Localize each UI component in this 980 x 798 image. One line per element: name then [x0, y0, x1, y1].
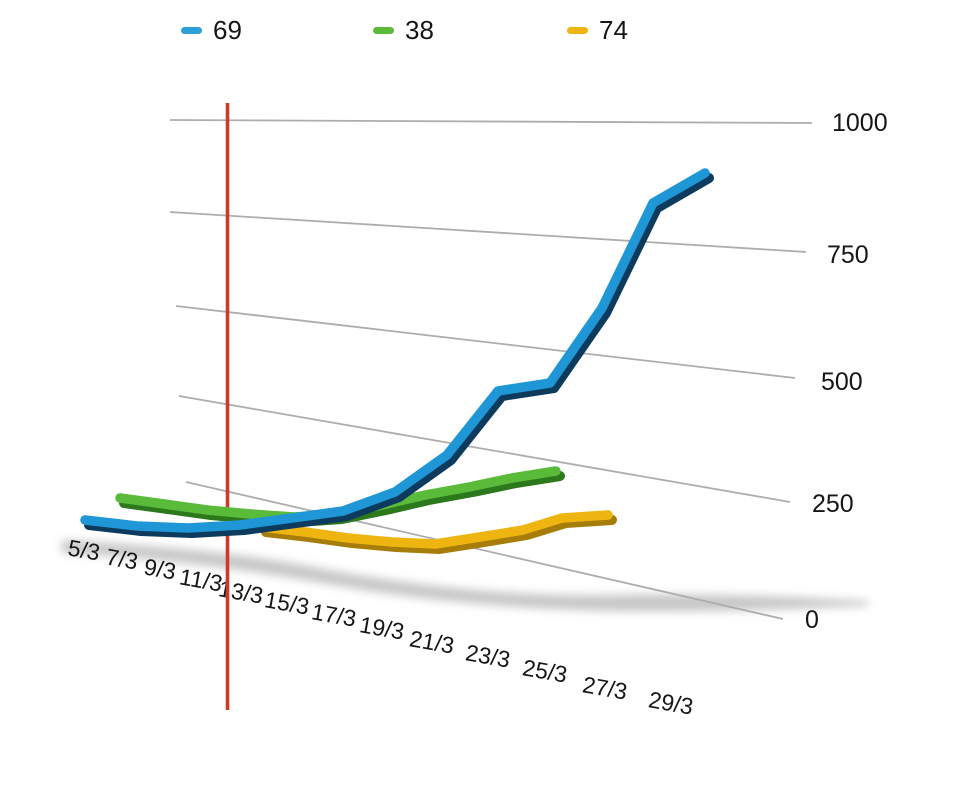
gridlines-group [169, 119, 813, 620]
series-line-69-extrusion [84, 173, 714, 538]
y-axis-label-0: 0 [805, 606, 819, 634]
x-axis-label-17/3: 17/3 [310, 598, 359, 631]
x-axis-label-27/3: 27/3 [581, 671, 630, 704]
x-axis-label-23/3: 23/3 [464, 639, 513, 672]
x-axis-label-19/3: 19/3 [358, 611, 407, 644]
legend-label: 38 [405, 15, 434, 45]
gridline-500 [175, 305, 796, 379]
legend-swatch-yellow-icon [567, 26, 588, 34]
x-axis-labels-group: 5/3 7/3 9/3 11/313/315/317/3 19/3 21/3 23/3 25/… [66, 534, 695, 719]
y-axis-label-250: 250 [812, 490, 854, 518]
legend-item-69: 69 [181, 14, 242, 46]
gridline-1000 [169, 119, 813, 124]
legend-item-74: 74 [567, 14, 628, 46]
series-line-69 [80, 168, 710, 533]
y-axis-label-750: 750 [827, 241, 869, 269]
x-axis-label-9/3: 9/3 [142, 553, 178, 584]
x-axis-label-15/3: 15/3 [263, 586, 312, 619]
x-axis-label-13/3: 13/3 [217, 575, 266, 608]
y-axis-label-1000: 1000 [832, 109, 888, 137]
chart-legend: 69 38 74 [0, 0, 980, 60]
x-axis-label-7/3: 7/3 [104, 543, 140, 574]
legend-swatch-green-icon [373, 26, 394, 34]
legend-swatch-blue-icon [181, 26, 202, 34]
y-axis-label-500: 500 [821, 368, 863, 396]
floor-shadow [62, 540, 869, 612]
x-axis-label-29/3: 29/3 [647, 686, 696, 719]
x-axis-label-21/3: 21/3 [408, 625, 457, 658]
x-axis-label-5/3: 5/3 [66, 534, 102, 565]
gridline-750 [169, 211, 807, 253]
legend-label: 74 [599, 15, 628, 45]
legend-label: 69 [213, 15, 242, 45]
series-line-74 [257, 510, 613, 549]
x-axis-label-25/3: 25/3 [521, 654, 570, 687]
series-lines-group [80, 168, 714, 554]
gridline-250 [178, 395, 791, 503]
legend-item-38: 38 [373, 14, 434, 46]
y-axis-labels-group: 1000 750 500 250 0 [805, 109, 888, 634]
gridline-0 [185, 481, 784, 620]
